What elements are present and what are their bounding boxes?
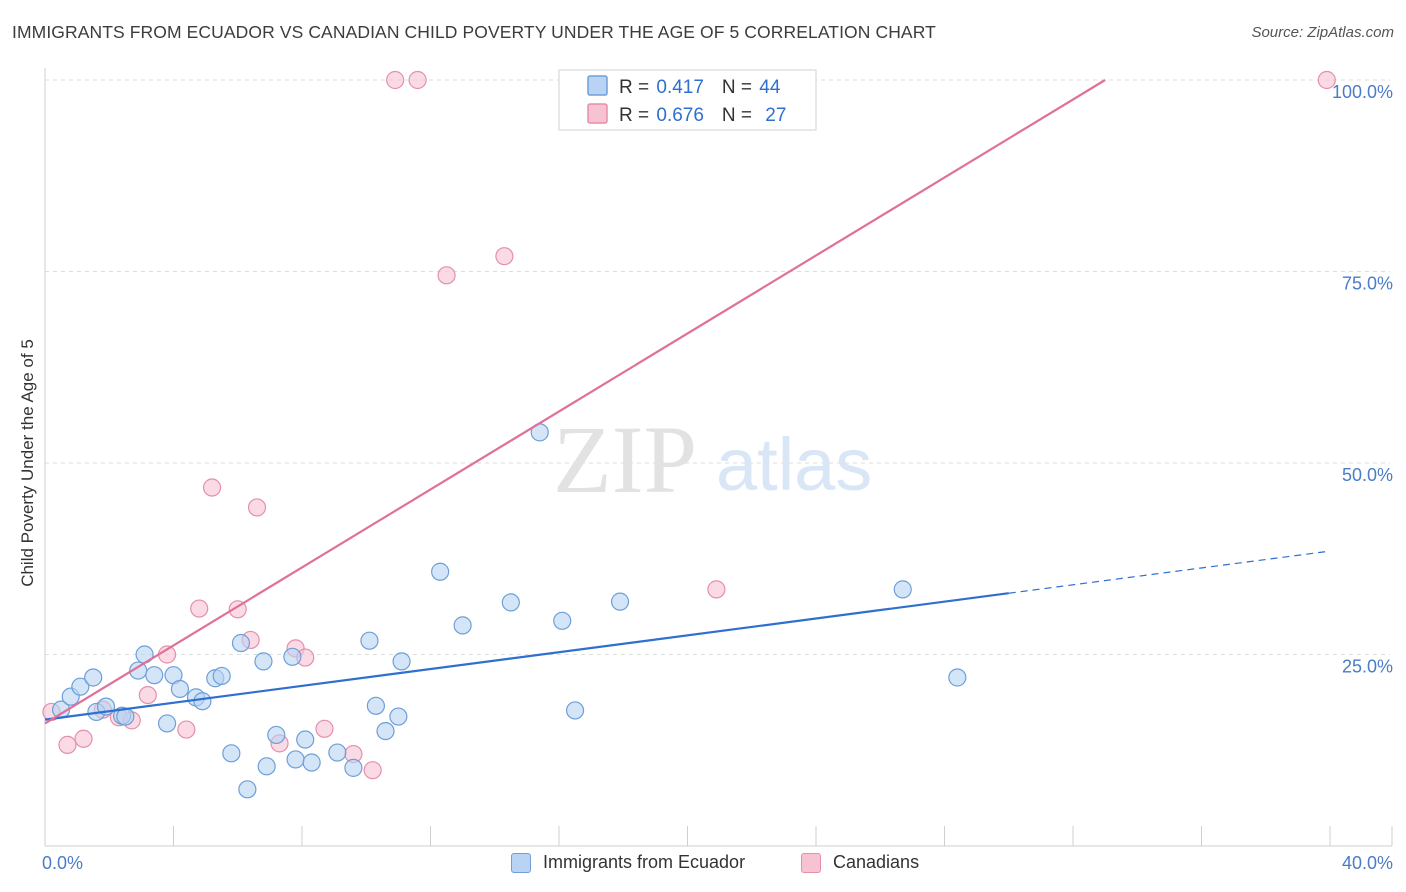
point-canadians: [190, 599, 209, 618]
point-ecuador: [254, 652, 273, 671]
point-ecuador: [328, 743, 347, 762]
point-ecuador: [360, 631, 379, 650]
point-canadians: [58, 735, 77, 754]
legend-n-value: 44: [759, 77, 781, 98]
legend-label-canadians: Canadians: [833, 852, 920, 872]
legend-swatch-pink: [587, 103, 608, 124]
legend-n-label: N =: [722, 77, 757, 98]
axis-layer: 25.0% 50.0% 75.0% 100.0% 0.0% 40.0%: [42, 68, 1393, 873]
point-ecuador: [565, 701, 585, 720]
point-ecuador: [71, 677, 90, 696]
point-ecuador: [501, 593, 520, 612]
point-ecuador: [366, 696, 385, 715]
point-canadians: [386, 70, 405, 90]
point-ecuador: [212, 666, 231, 686]
grid-layer: [45, 79, 1390, 655]
point-ecuador: [893, 580, 912, 599]
point-canadians: [408, 70, 427, 90]
point-canadians: [138, 685, 157, 705]
point-ecuador: [431, 562, 450, 581]
point-canadians: [495, 247, 514, 266]
y-tick-label: 50.0%: [1342, 465, 1393, 485]
legend-swatch-blue: [587, 75, 608, 96]
point-ecuador: [392, 652, 411, 671]
point-ecuador: [170, 679, 190, 699]
point-ecuador: [553, 611, 572, 630]
point-canadians: [707, 580, 726, 599]
point-ecuador: [84, 668, 103, 687]
point-ecuador: [145, 666, 164, 685]
point-ecuador: [389, 707, 408, 726]
legend-label-ecuador: Immigrants from Ecuador: [543, 852, 746, 872]
trendline-ecuador-projection: [1008, 550, 1331, 594]
point-ecuador: [267, 725, 286, 745]
legend-swatch-pink: [801, 852, 821, 873]
point-canadians: [177, 720, 196, 739]
point-ecuador: [238, 780, 257, 799]
point-canadians: [1317, 70, 1336, 90]
point-ecuador: [302, 753, 321, 772]
point-canadians: [202, 478, 222, 497]
source-credit: Source: ZipAtlas.com: [1251, 24, 1394, 41]
x-tick-label: 40.0%: [1342, 853, 1393, 873]
y-tick-label: 25.0%: [1342, 657, 1393, 677]
watermark-zip: ZIP: [553, 406, 697, 513]
watermark-atlas: atlas: [716, 423, 872, 506]
legend-swatch-blue: [511, 852, 531, 873]
point-ecuador: [296, 730, 315, 749]
point-ecuador: [257, 757, 276, 776]
legend-r-label: R =: [619, 105, 654, 126]
legend-n-label: N =: [722, 105, 757, 126]
point-ecuador: [376, 721, 395, 741]
trend-layer: [44, 79, 1331, 725]
legend-item-canadians: Canadians: [801, 852, 919, 873]
chart-title: IMMIGRANTS FROM ECUADOR VS CANADIAN CHIL…: [12, 22, 936, 42]
legend-n-value: 27: [765, 105, 786, 126]
legend-item-ecuador: Immigrants from Ecuador: [511, 852, 745, 873]
legend-r-label: R =: [619, 77, 654, 98]
point-canadians: [437, 266, 456, 285]
point-canadians: [363, 761, 382, 780]
bottom-legend: Immigrants from Ecuador Canadians: [0, 852, 1406, 878]
legend-r-value: 0.417: [656, 77, 704, 98]
y-axis-label: Child Poverty Under the Age of 5: [18, 339, 37, 587]
trendline-ecuador: [44, 592, 1009, 721]
point-ecuador: [948, 668, 967, 687]
point-ecuador: [344, 758, 363, 777]
point-ecuador: [222, 744, 241, 763]
point-ecuador: [286, 750, 305, 769]
legend-r-value: 0.676: [656, 105, 704, 126]
point-ecuador: [157, 714, 177, 733]
watermark: ZIP atlas: [553, 406, 872, 513]
point-ecuador: [231, 633, 251, 653]
point-ecuador: [610, 592, 630, 611]
point-ecuador: [453, 616, 472, 635]
y-tick-label: 75.0%: [1342, 274, 1393, 294]
point-ecuador: [283, 647, 302, 666]
y-tick-label: 100.0%: [1332, 82, 1393, 102]
trendline-canadians: [44, 79, 1106, 725]
points-layer: [42, 70, 1336, 799]
x-tick-label: 0.0%: [42, 853, 83, 873]
point-ecuador: [193, 692, 212, 711]
point-canadians: [315, 719, 334, 738]
point-canadians: [74, 729, 93, 748]
point-canadians: [247, 498, 267, 517]
legend-box: R = 0.417 N = 44 R = 0.676 N = 27: [558, 69, 817, 131]
